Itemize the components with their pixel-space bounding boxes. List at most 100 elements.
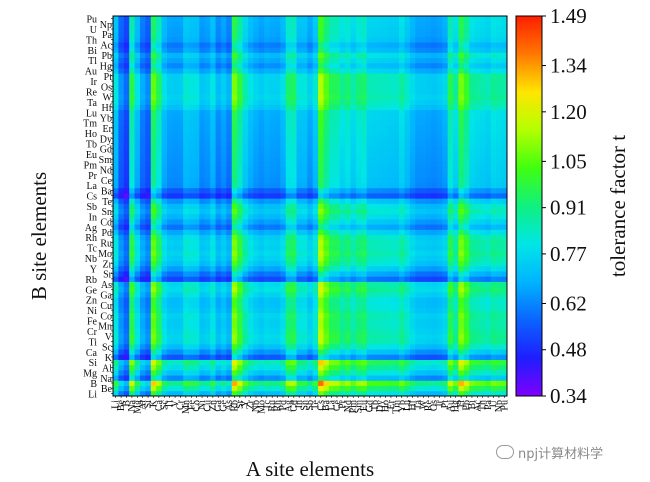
heatmap-cell xyxy=(150,151,157,157)
heatmap-cell xyxy=(463,297,470,303)
heatmap-cell xyxy=(220,203,227,210)
heatmap-cell xyxy=(382,140,389,147)
heatmap-cell xyxy=(372,88,378,95)
heatmap-cell xyxy=(404,192,411,199)
heatmap-cell xyxy=(145,302,152,308)
heatmap-cell xyxy=(301,172,308,178)
heatmap-cell xyxy=(496,255,503,262)
heatmap-cell xyxy=(447,234,454,241)
heatmap-cell xyxy=(426,229,432,236)
heatmap-cell xyxy=(118,177,125,183)
heatmap-cell xyxy=(480,239,486,246)
heatmap-cell xyxy=(366,120,373,126)
heatmap-cell xyxy=(393,349,400,355)
heatmap-cell xyxy=(150,166,157,173)
heatmap-cell xyxy=(242,172,249,178)
heatmap-cell xyxy=(453,140,459,147)
heatmap-cell xyxy=(496,151,503,157)
heatmap-cell xyxy=(453,57,459,64)
heatmap-cell xyxy=(253,172,260,178)
heatmap-cell xyxy=(296,99,303,105)
heatmap-cell xyxy=(291,125,297,131)
heatmap-cell xyxy=(188,36,195,43)
heatmap-cell xyxy=(280,333,287,340)
heatmap-cell xyxy=(139,187,146,194)
heatmap-cell xyxy=(377,369,384,376)
heatmap-cell xyxy=(301,380,308,386)
heatmap-cell xyxy=(280,359,287,366)
heatmap-cell xyxy=(237,390,243,397)
heatmap-cell xyxy=(237,302,243,308)
heatmap-cell xyxy=(296,135,303,142)
heatmap-cell xyxy=(123,343,130,350)
heatmap-cell xyxy=(453,213,459,220)
heatmap-cell xyxy=(490,68,497,74)
heatmap-cell xyxy=(404,343,411,350)
heatmap-cell xyxy=(231,130,238,137)
heatmap-cell xyxy=(129,354,135,360)
heatmap-cell xyxy=(118,192,125,199)
heatmap-cell xyxy=(361,125,368,131)
heatmap-cell xyxy=(204,224,211,230)
heatmap-cell xyxy=(285,192,292,199)
heatmap-cell xyxy=(361,213,368,220)
heatmap-cell xyxy=(274,291,281,298)
heatmap-cell xyxy=(150,380,157,386)
heatmap-cell xyxy=(404,390,411,397)
heatmap-cell xyxy=(399,104,405,111)
heatmap-cell xyxy=(480,312,486,319)
heatmap-cell xyxy=(490,349,497,355)
heatmap-cell xyxy=(361,328,368,334)
heatmap-cell xyxy=(377,333,384,340)
heatmap-cell xyxy=(415,291,422,298)
heatmap-cell xyxy=(215,369,222,376)
heatmap-cell xyxy=(447,265,454,272)
heatmap-cell xyxy=(447,172,454,178)
heatmap-cell xyxy=(226,369,233,376)
heatmap-cell xyxy=(382,364,389,371)
heatmap-cell xyxy=(177,130,184,137)
heatmap-cell xyxy=(123,151,130,157)
heatmap-cell xyxy=(409,47,416,53)
heatmap-cell xyxy=(393,166,400,173)
heatmap-cell xyxy=(188,323,195,329)
heatmap-cell xyxy=(382,68,389,74)
heatmap-cell xyxy=(490,297,497,303)
heatmap-cell xyxy=(113,47,119,53)
heatmap-cell xyxy=(204,172,211,178)
heatmap-cell xyxy=(345,219,351,225)
heatmap-cell xyxy=(307,281,314,288)
heatmap-cell xyxy=(204,83,211,90)
heatmap-cell xyxy=(382,182,389,189)
heatmap-cell xyxy=(134,281,141,288)
heatmap-cell xyxy=(474,328,481,334)
heatmap-cell xyxy=(307,156,314,163)
heatmap-cell xyxy=(490,343,497,350)
heatmap-cell xyxy=(242,203,249,210)
heatmap-cell xyxy=(199,88,206,95)
heatmap-cell xyxy=(490,224,497,230)
heatmap-cell xyxy=(350,317,357,324)
heatmap-cell xyxy=(480,120,486,126)
heatmap-cell xyxy=(328,297,335,303)
heatmap-cell xyxy=(388,114,395,121)
heatmap-cell xyxy=(345,52,351,59)
heatmap-cell xyxy=(285,114,292,121)
heatmap-cell xyxy=(377,297,384,303)
heatmap-cell xyxy=(399,286,405,293)
heatmap-cell xyxy=(183,52,189,59)
heatmap-cell xyxy=(226,265,233,272)
heatmap-cell xyxy=(496,281,503,288)
heatmap-cell xyxy=(474,125,481,131)
heatmap-cell xyxy=(312,375,319,381)
heatmap-cell xyxy=(393,213,400,220)
heatmap-cell xyxy=(113,307,119,314)
heatmap-cell xyxy=(123,265,130,272)
heatmap-cell xyxy=(382,52,389,59)
heatmap-cell xyxy=(463,42,470,48)
heatmap-cell xyxy=(129,140,135,147)
heatmap-cell xyxy=(496,307,503,314)
heatmap-cell xyxy=(469,57,476,64)
heatmap-cell xyxy=(210,364,216,371)
heatmap-cell xyxy=(113,146,119,152)
